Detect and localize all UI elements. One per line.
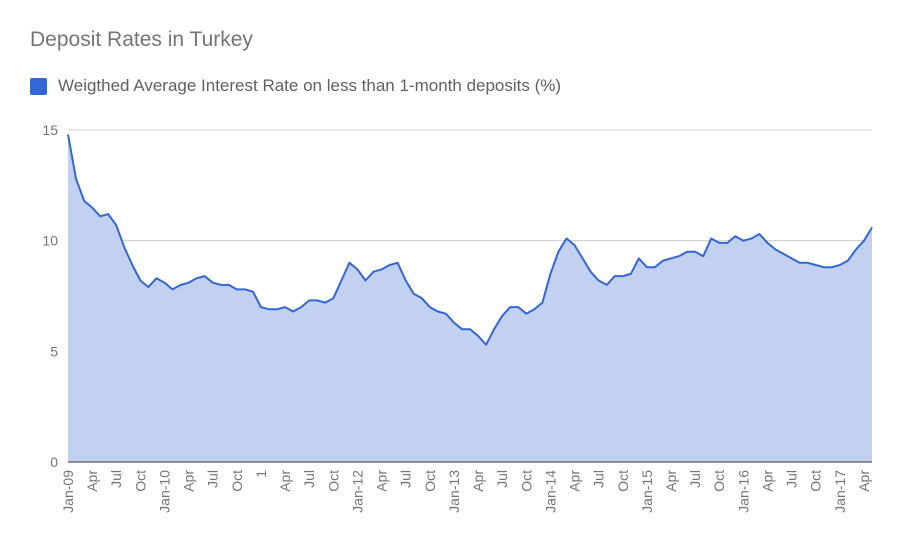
x-tick-label: Jan-09 xyxy=(60,470,76,513)
x-tick-label: Jan-12 xyxy=(349,470,365,513)
x-tick-label: Oct xyxy=(518,470,534,492)
y-tick-label: 0 xyxy=(50,454,58,470)
x-tick-labels: Jan-09 Apr Jul Oct Jan-10 Apr Jul Oct 1 Apr Jul Oct… xyxy=(60,470,872,513)
x-tick-label: Jan-16 xyxy=(735,470,751,513)
x-tick-label: Apr xyxy=(470,470,486,492)
x-tick-label: Oct xyxy=(615,470,631,492)
y-tick-label: 5 xyxy=(50,343,58,359)
y-tick-labels: 0 5 10 15 xyxy=(42,122,58,470)
x-tick-label: Apr xyxy=(856,470,872,492)
x-tick-label: Apr xyxy=(759,470,775,492)
x-tick-label: Jan-10 xyxy=(156,470,172,513)
x-tick-label: Oct xyxy=(325,470,341,492)
x-tick-label: Jul xyxy=(398,470,414,488)
x-tick-label: Jan-13 xyxy=(446,470,462,513)
x-tick-label: Jul xyxy=(108,470,124,488)
legend-label: Weigthed Average Interest Rate on less t… xyxy=(58,76,562,95)
x-tick-label: Jul xyxy=(301,470,317,488)
x-tick-label: Apr xyxy=(567,470,583,492)
x-tick-label: Apr xyxy=(277,470,293,492)
x-tick-label: Oct xyxy=(422,470,438,492)
x-tick-label: Oct xyxy=(229,470,245,492)
y-tick-label: 15 xyxy=(42,122,58,138)
chart-title: Deposit Rates in Turkey xyxy=(30,28,253,51)
x-tick-label: Jul xyxy=(494,470,510,488)
x-tick-label: Apr xyxy=(374,470,390,492)
x-tick-label: 1 xyxy=(253,470,269,478)
x-tick-label: Jan-17 xyxy=(832,470,848,513)
x-tick-label: Apr xyxy=(663,470,679,492)
x-tick-label: Jan-14 xyxy=(542,470,558,513)
chart-legend: Weigthed Average Interest Rate on less t… xyxy=(30,76,561,96)
x-tick-label: Apr xyxy=(181,470,197,492)
legend-swatch xyxy=(30,77,47,95)
x-tick-label: Oct xyxy=(132,470,148,492)
x-tick-label: Jul xyxy=(205,470,221,488)
x-tick-label: Apr xyxy=(84,470,100,492)
y-tick-label: 10 xyxy=(42,233,58,249)
x-tick-label: Oct xyxy=(808,470,824,492)
x-tick-label: Oct xyxy=(711,470,727,492)
series-line xyxy=(67,134,873,346)
x-tick-label: Jul xyxy=(784,470,800,488)
x-tick-label: Jan-15 xyxy=(639,470,655,513)
x-tick-label: Jul xyxy=(687,470,703,488)
series-area-fill xyxy=(68,134,872,462)
x-tick-label: Jul xyxy=(591,470,607,488)
